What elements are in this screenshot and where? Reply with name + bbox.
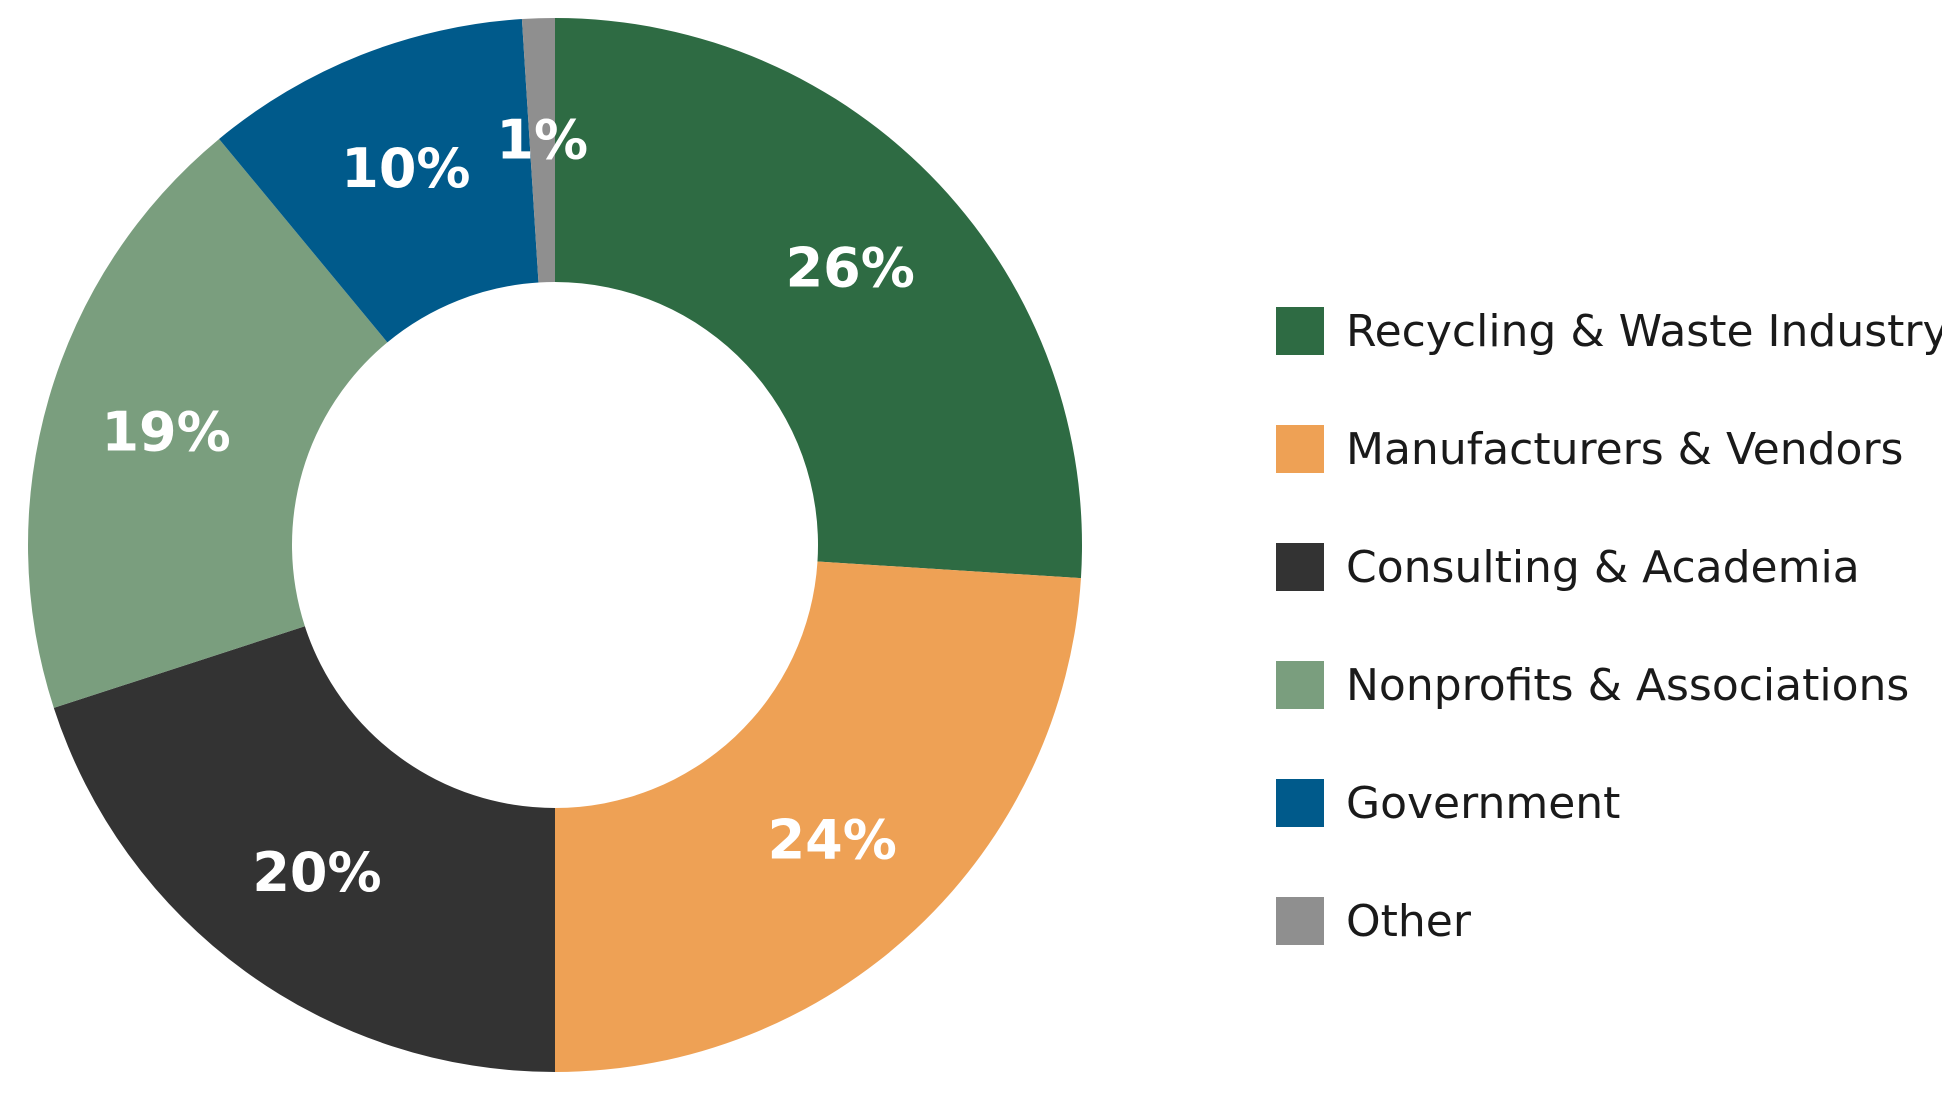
legend-swatch-government <box>1276 779 1324 827</box>
slice-group <box>27 18 1082 1072</box>
legend: Recycling & Waste Industry Manufacturers… <box>1276 272 1942 980</box>
slice-label-other: 1% <box>496 109 588 172</box>
legend-item-recycling-waste-industry: Recycling & Waste Industry <box>1276 272 1942 390</box>
legend-item-nonprofits-associations: Nonprofits & Associations <box>1276 626 1936 744</box>
slice-recycling-waste-industry <box>555 18 1082 579</box>
legend-swatch-manufacturers-vendors <box>1276 425 1324 473</box>
slice-label-government: 10% <box>341 137 470 200</box>
slice-label-consulting-academia: 20% <box>252 841 381 904</box>
legend-swatch-consulting-academia <box>1276 543 1324 591</box>
slice-label-recycling-waste-industry: 26% <box>786 236 915 299</box>
legend-label-manufacturers-vendors: Manufacturers & Vendors <box>1346 423 1904 475</box>
slice-label-nonprofits-associations: 19% <box>101 401 230 464</box>
legend-label-recycling-waste-industry: Recycling & Waste Industry <box>1346 305 1942 357</box>
legend-label-other: Other <box>1346 895 1471 947</box>
legend-swatch-nonprofits-associations <box>1276 661 1324 709</box>
slice-label-manufacturers-vendors: 24% <box>768 809 897 872</box>
legend-item-manufacturers-vendors: Manufacturers & Vendors <box>1276 390 1936 508</box>
slice-nonprofits-associations <box>27 138 388 708</box>
legend-swatch-recycling-waste-industry <box>1276 307 1324 355</box>
legend-label-consulting-academia: Consulting & Academia <box>1346 541 1860 593</box>
legend-item-consulting-academia: Consulting & Academia <box>1276 508 1936 626</box>
slice-consulting-academia <box>53 626 556 1072</box>
slice-other <box>521 18 555 283</box>
slice-label-group: 26% 24% 20% 19% 10% 1% <box>101 109 914 904</box>
legend-item-government: Government <box>1276 744 1936 862</box>
legend-label-government: Government <box>1346 777 1621 829</box>
legend-swatch-other <box>1276 897 1324 945</box>
slice-government <box>219 19 539 343</box>
legend-label-nonprofits-associations: Nonprofits & Associations <box>1346 659 1910 711</box>
slice-manufacturers-vendors <box>555 561 1081 1072</box>
legend-item-other: Other <box>1276 862 1936 980</box>
